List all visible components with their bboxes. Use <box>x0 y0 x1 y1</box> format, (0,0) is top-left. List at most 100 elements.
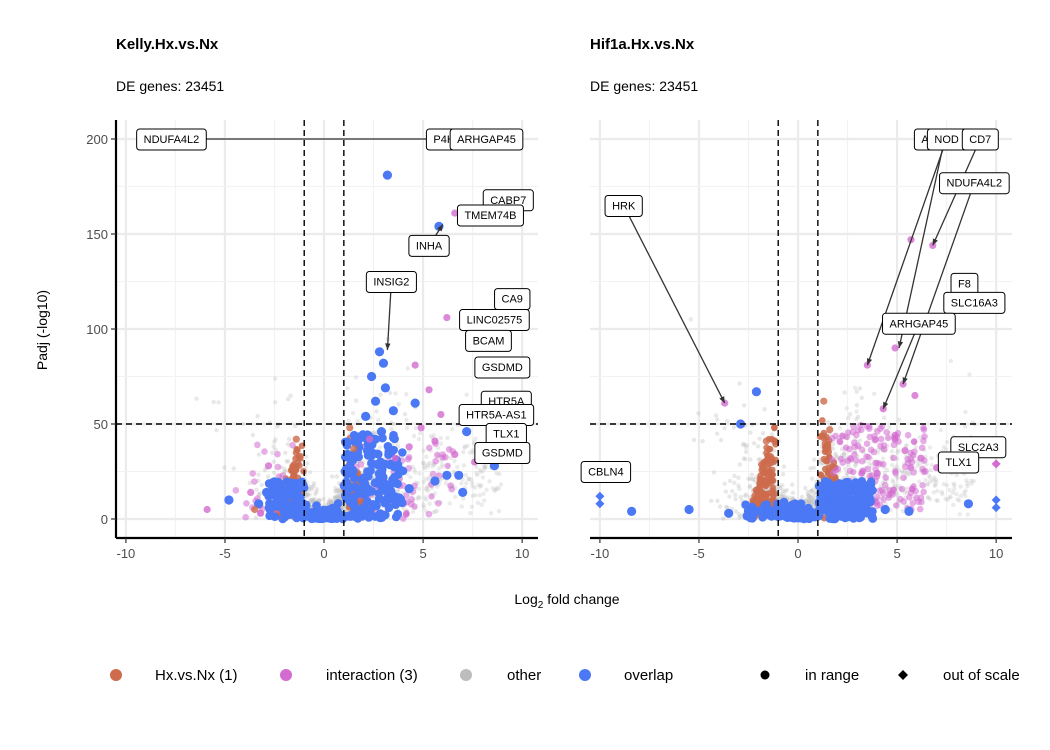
background-point <box>732 473 737 479</box>
gene-label-text: NOD <box>934 134 959 146</box>
background-point <box>736 511 741 517</box>
overlap-point <box>790 499 800 508</box>
overlap-point <box>353 489 363 499</box>
background-point <box>465 443 470 449</box>
y-tick-label: 150 <box>86 227 108 242</box>
highlight-point <box>684 504 694 515</box>
y-tick-label: 0 <box>101 512 108 527</box>
interaction-point <box>251 478 258 485</box>
background-point <box>833 453 838 458</box>
background-point <box>308 497 314 503</box>
background-point <box>411 433 417 439</box>
background-point <box>933 479 939 485</box>
background-point <box>387 390 393 396</box>
background-point <box>957 511 962 517</box>
interaction-point <box>872 435 879 443</box>
background-point <box>841 452 847 458</box>
interaction-point <box>906 494 913 501</box>
gene-label-text: F8 <box>958 278 971 290</box>
interaction-point <box>916 505 924 513</box>
background-point <box>432 509 438 514</box>
background-point <box>778 486 783 491</box>
gene-label: GSDMD <box>474 356 531 379</box>
background-point <box>700 438 705 444</box>
x-tick-label: -10 <box>591 546 610 561</box>
highlight-point <box>826 426 834 434</box>
hx-point <box>825 469 832 477</box>
background-point <box>468 477 474 482</box>
gene-label-text: GSDMD <box>482 448 523 460</box>
hx-point <box>769 476 776 484</box>
background-point <box>948 494 953 500</box>
gene-label: HRK <box>604 195 726 404</box>
background-point <box>412 466 417 472</box>
overlap-point <box>385 487 395 496</box>
background-point <box>790 490 796 496</box>
background-point <box>310 498 315 504</box>
background-point <box>733 492 738 498</box>
background-point <box>950 490 955 495</box>
overlap-point <box>793 513 803 523</box>
background-point <box>854 389 859 394</box>
background-point <box>335 493 340 499</box>
overlap-point <box>297 477 307 487</box>
background-point <box>332 495 337 501</box>
interaction-point <box>274 450 281 458</box>
background-point <box>483 464 488 470</box>
label-arrowhead <box>902 377 908 385</box>
interaction-point <box>844 457 852 465</box>
highlight-point <box>904 506 914 516</box>
hx-point <box>768 435 776 443</box>
background-point <box>846 415 851 421</box>
background-point <box>462 445 467 450</box>
overlap-point <box>363 451 373 460</box>
background-point <box>470 450 476 455</box>
background-point <box>273 400 278 405</box>
overlap-point <box>282 491 292 501</box>
out-of-scale-point <box>991 495 1001 505</box>
background-point <box>819 461 824 466</box>
highlight-point <box>251 505 259 514</box>
highlight-point <box>254 499 264 509</box>
highlight-point <box>275 497 286 507</box>
background-point <box>896 448 901 453</box>
background-point <box>958 484 963 489</box>
legend-key-interaction <box>280 669 292 681</box>
interaction-point <box>884 434 892 442</box>
gene-label: ARHGAP45 <box>449 128 524 151</box>
overlap-point <box>340 452 350 462</box>
highlight-point <box>404 484 414 494</box>
background-point <box>316 498 322 503</box>
background-point <box>947 495 952 500</box>
background-point <box>714 417 720 422</box>
background-point <box>806 500 811 505</box>
background-point <box>756 457 761 462</box>
background-point <box>748 457 753 462</box>
background-point <box>431 509 436 515</box>
background-point <box>240 421 246 427</box>
highlight-point <box>451 209 459 217</box>
background-point <box>751 441 757 446</box>
interaction-point <box>858 457 866 465</box>
background-point <box>425 488 431 493</box>
background-point <box>333 489 338 494</box>
highlight-point <box>762 437 770 445</box>
x-axis-label: Log2 fold change <box>514 591 619 611</box>
background-point <box>404 392 409 397</box>
x-tick-label: -5 <box>219 546 231 561</box>
background-point <box>737 486 742 491</box>
x-tick-label: 5 <box>419 546 426 561</box>
background-point <box>951 502 956 508</box>
gene-label: GSDMD <box>474 442 531 464</box>
background-point <box>811 465 817 471</box>
background-point <box>256 491 261 497</box>
interaction-point <box>898 485 906 493</box>
label-arrowhead <box>932 238 938 246</box>
interaction-point <box>870 448 878 456</box>
gene-label-box <box>408 234 450 257</box>
highlight-point <box>273 478 284 488</box>
background-point <box>309 487 314 492</box>
background-point <box>969 478 974 484</box>
background-point <box>311 480 317 486</box>
background-point <box>321 497 326 502</box>
